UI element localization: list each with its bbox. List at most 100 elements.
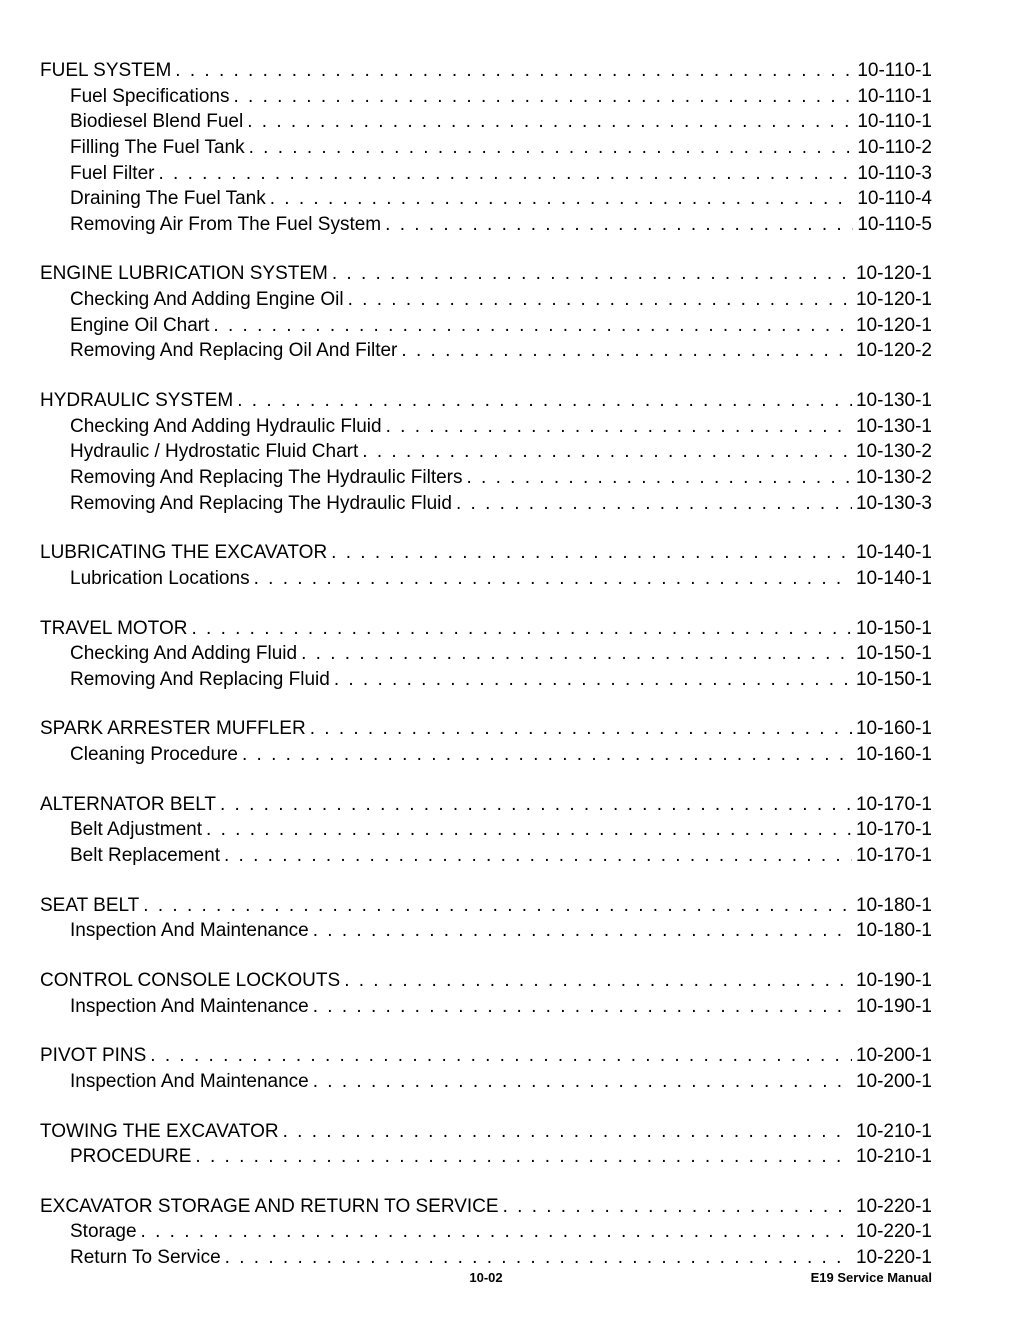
toc-section-page: 10-180-1 [856,893,932,919]
toc-section: TOWING THE EXCAVATOR10-210-1PROCEDURE 10-… [40,1119,932,1170]
toc-item-page: 10-130-3 [856,491,932,517]
toc-leader-dots [225,1245,852,1271]
toc-section-title: FUEL SYSTEM [40,58,171,84]
toc-item-label: Checking And Adding Fluid [40,641,297,667]
toc-item-label: Return To Service [40,1245,221,1271]
toc-section-title: PIVOT PINS [40,1043,146,1069]
toc-section-heading: HYDRAULIC SYSTEM10-130-1 [40,388,932,414]
toc-leader-dots [195,1144,852,1170]
toc-item-page: 10-130-2 [856,439,932,465]
toc-item: Biodiesel Blend Fuel 10-110-1 [40,109,932,135]
toc-item-page: 10-150-1 [856,667,932,693]
toc-item: Checking And Adding Fluid10-150-1 [40,641,932,667]
toc-section-page: 10-110-1 [857,58,932,84]
toc-section: LUBRICATING THE EXCAVATOR10-140-1Lubrica… [40,540,932,591]
toc-leader-dots [344,968,852,994]
toc-item: Return To Service 10-220-1 [40,1245,932,1271]
toc-leader-dots [313,994,852,1020]
toc-item-label: Hydraulic / Hydrostatic Fluid Chart [40,439,358,465]
toc-section-heading: SPARK ARRESTER MUFFLER10-160-1 [40,716,932,742]
toc-leader-dots [213,313,852,339]
toc-item-label: Lubrication Locations [40,566,250,592]
toc-item: Cleaning Procedure 10-160-1 [40,742,932,768]
toc-item-label: Removing And Replacing Oil And Filter [40,338,397,364]
toc-item-label: Inspection And Maintenance [40,1069,309,1095]
toc-section-heading: TOWING THE EXCAVATOR10-210-1 [40,1119,932,1145]
page: FUEL SYSTEM 10-110-1 Fuel Specifications 10… [0,0,1024,1325]
toc-item-page: 10-160-1 [856,742,932,768]
toc-section-title: LUBRICATING THE EXCAVATOR [40,540,327,566]
toc-section-heading: FUEL SYSTEM 10-110-1 [40,58,932,84]
toc-section-page: 10-150-1 [856,616,932,642]
toc-section: PIVOT PINS10-200-1Inspection And Mainten… [40,1043,932,1094]
toc-item-label: Removing And Replacing Fluid [40,667,330,693]
toc-item-page: 10-110-1 [857,84,932,110]
toc-leader-dots [385,212,853,238]
toc-item-page: 10-120-1 [856,287,932,313]
toc-leader-dots [456,491,852,517]
toc-item-label: Cleaning Procedure [40,742,238,768]
toc-section: FUEL SYSTEM 10-110-1 Fuel Specifications 10… [40,58,932,237]
toc-section: EXCAVATOR STORAGE AND RETURN TO SERVICE1… [40,1194,932,1271]
toc-leader-dots [233,84,853,110]
toc-item: Inspection And Maintenance10-200-1 [40,1069,932,1095]
toc-item-label: PROCEDURE [40,1144,191,1170]
toc-leader-dots [386,414,852,440]
toc-item-label: Removing And Replacing The Hydraulic Flu… [40,491,452,517]
toc-leader-dots [301,641,852,667]
toc-item: Filling The Fuel Tank10-110-2 [40,135,932,161]
toc-item: Removing And Replacing The Hydraulic Flu… [40,491,932,517]
toc-item-label: Biodiesel Blend Fuel [40,109,243,135]
toc-section-title: SEAT BELT [40,893,139,919]
toc-leader-dots [191,616,851,642]
toc-section-page: 10-170-1 [856,792,932,818]
toc-section: SPARK ARRESTER MUFFLER10-160-1Cleaning P… [40,716,932,767]
toc-item-label: Inspection And Maintenance [40,918,309,944]
toc-leader-dots [283,1119,852,1145]
toc-item: Inspection And Maintenance10-190-1 [40,994,932,1020]
toc-leader-dots [249,135,854,161]
footer-page-number: 10-02 [469,1270,502,1285]
toc-item: Lubrication Locations 10-140-1 [40,566,932,592]
toc-item-page: 10-110-1 [857,109,932,135]
toc-leader-dots [150,1043,852,1069]
toc-item-page: 10-140-1 [856,566,932,592]
page-footer: 10-02 E19 Service Manual [40,1270,932,1285]
toc-leader-dots [270,186,854,212]
toc-item-page: 10-110-5 [857,212,932,238]
toc-leader-dots [313,918,852,944]
toc-item: Removing And Replacing Fluid 10-150-1 [40,667,932,693]
toc-item-label: Fuel Specifications [40,84,229,110]
toc-item-page: 10-210-1 [856,1144,932,1170]
toc-item-page: 10-130-1 [856,414,932,440]
toc-item-label: Inspection And Maintenance [40,994,309,1020]
toc-item-page: 10-170-1 [856,843,932,869]
toc-section-title: ENGINE LUBRICATION SYSTEM [40,261,328,287]
toc-item-label: Fuel Filter [40,161,154,187]
toc-leader-dots [158,161,853,187]
toc-section-title: TOWING THE EXCAVATOR [40,1119,279,1145]
table-of-contents: FUEL SYSTEM 10-110-1 Fuel Specifications 10… [40,58,932,1271]
toc-item-label: Belt Adjustment [40,817,202,843]
toc-item-label: Storage [40,1219,137,1245]
toc-leader-dots [206,817,852,843]
toc-section-title: HYDRAULIC SYSTEM [40,388,233,414]
toc-leader-dots [348,287,852,313]
toc-section-page: 10-160-1 [856,716,932,742]
toc-item-page: 10-170-1 [856,817,932,843]
toc-section-heading: CONTROL CONSOLE LOCKOUTS10-190-1 [40,968,932,994]
toc-section-title: ALTERNATOR BELT [40,792,216,818]
toc-leader-dots [254,566,852,592]
toc-section-heading: EXCAVATOR STORAGE AND RETURN TO SERVICE1… [40,1194,932,1220]
toc-item-page: 10-120-2 [856,338,932,364]
toc-section: TRAVEL MOTOR10-150-1Checking And Adding … [40,616,932,693]
toc-item-page: 10-220-1 [856,1245,932,1271]
toc-section-page: 10-190-1 [856,968,932,994]
toc-item-label: Removing Air From The Fuel System [40,212,381,238]
toc-leader-dots [310,716,852,742]
toc-section-heading: TRAVEL MOTOR10-150-1 [40,616,932,642]
toc-item: Removing And Replacing Oil And Filter 10-… [40,338,932,364]
toc-section-heading: ALTERNATOR BELT 10-170-1 [40,792,932,818]
toc-item-page: 10-120-1 [856,313,932,339]
toc-item-page: 10-220-1 [856,1219,932,1245]
